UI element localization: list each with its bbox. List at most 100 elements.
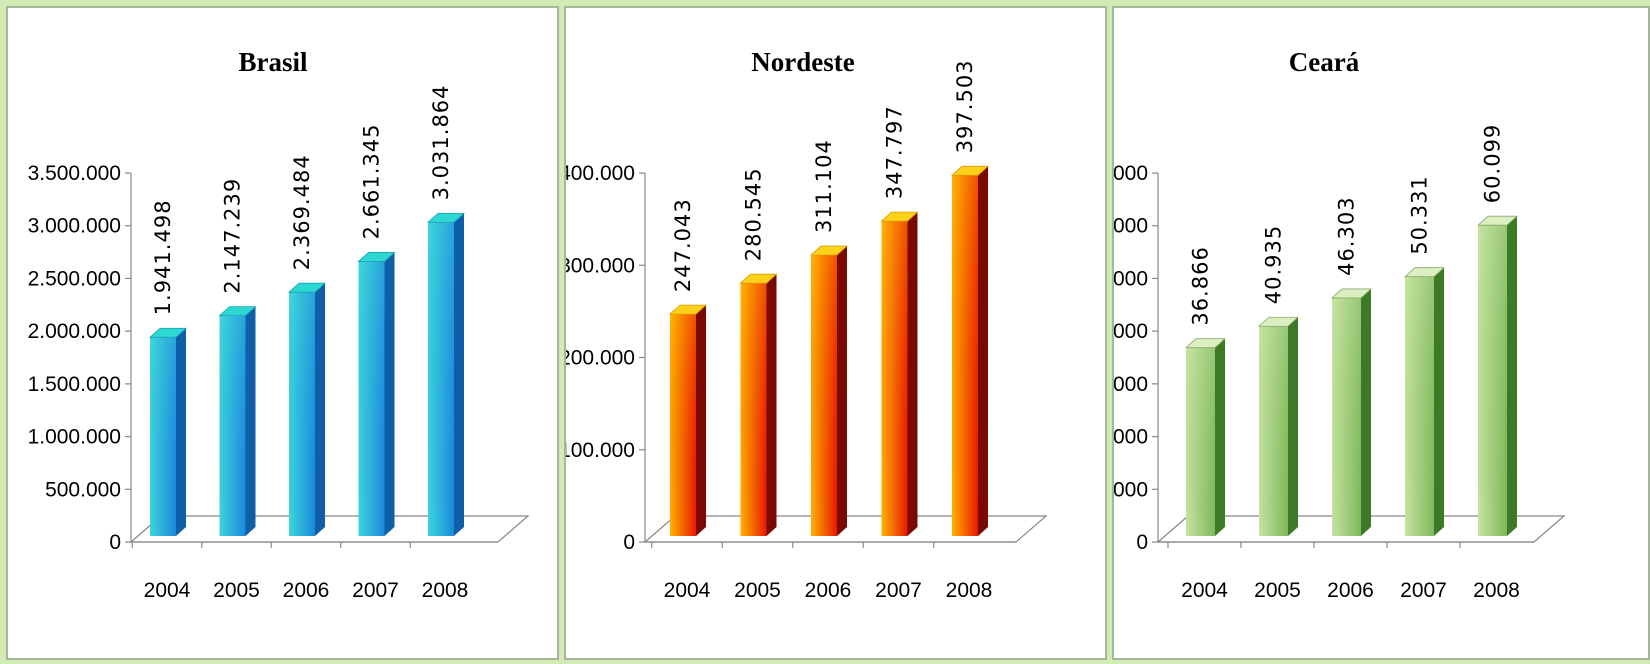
y-tick-label: 200.000 xyxy=(566,347,635,370)
bar-side-face xyxy=(1215,338,1225,536)
bar-top-face xyxy=(1403,267,1446,278)
data-label-2007: 347.797 xyxy=(883,105,907,199)
bar-2005 xyxy=(1257,316,1300,536)
x-tick-label: 2005 xyxy=(1254,579,1301,602)
y-tick-label: 500.000 xyxy=(45,478,121,501)
bar-2005 xyxy=(218,306,257,536)
bar-front-shine xyxy=(811,255,837,536)
bar-2004 xyxy=(1184,338,1227,536)
x-tick-label: 2006 xyxy=(805,579,852,602)
x-tick-label: 2004 xyxy=(144,579,191,602)
bar-side-face xyxy=(245,306,256,536)
bar-2008 xyxy=(1476,215,1519,536)
bar-front-shine xyxy=(1405,276,1434,536)
bar-top-face xyxy=(739,273,778,284)
chart-panel-nordeste: Nordeste 0 100.000 200.000 300.000 400.000 247… xyxy=(564,6,1107,660)
bar-front-shine xyxy=(952,175,978,537)
bar-front-shine xyxy=(150,337,176,536)
bar-side-face xyxy=(766,274,777,536)
bar-top-face xyxy=(218,306,257,317)
y-tick-label: 1.500.000 xyxy=(28,373,121,396)
chart-panel-ceara: Ceará 0 10.000 20.000 30.000 40.000 50.000 60.0… xyxy=(1112,6,1650,660)
y-tick-label: 300.000 xyxy=(566,254,635,277)
bar-side-face xyxy=(384,252,395,536)
x-tick-label: 2008 xyxy=(422,579,469,602)
data-label-2004: 36.866 xyxy=(1189,246,1213,325)
y-tick-label: 2.000.000 xyxy=(28,320,121,343)
data-label-2006: 2.369.484 xyxy=(290,154,314,270)
x-tick-label: 2006 xyxy=(1327,579,1374,602)
bar-2005 xyxy=(739,273,778,536)
bar-2006 xyxy=(1330,288,1373,536)
y-tick-label: 0 xyxy=(109,531,121,554)
x-tick-label: 2004 xyxy=(1181,579,1228,602)
bar-side-face xyxy=(978,166,988,537)
bar-top-face xyxy=(880,211,919,222)
y-tick-label: 20.000 xyxy=(1114,426,1148,449)
bar-front-shine xyxy=(1478,225,1507,536)
bar-side-face xyxy=(837,246,847,536)
bar-top-face xyxy=(1330,288,1373,299)
bar-chart-ceara: Ceará 0 10.000 20.000 30.000 40.000 50.000 60.0… xyxy=(1114,47,1566,602)
chart-title-ceara: Ceará xyxy=(1289,47,1360,77)
x-tick-label: 2007 xyxy=(1400,579,1447,602)
y-tick-label: 2.500.000 xyxy=(28,267,121,290)
y-tick-label: 1.000.000 xyxy=(28,426,121,449)
bar-front-shine xyxy=(428,222,454,536)
data-label-2005: 40.935 xyxy=(1262,225,1286,304)
bar-side-face xyxy=(315,283,325,536)
bar-2007 xyxy=(880,211,919,536)
data-label-2006: 46.303 xyxy=(1335,196,1359,275)
y-tick-label: 60.000 xyxy=(1114,215,1148,238)
chart-title-nordeste: Nordeste xyxy=(751,47,854,77)
data-label-2006: 311.104 xyxy=(812,139,836,233)
bar-front-shine xyxy=(670,314,696,536)
data-label-2007: 2.661.345 xyxy=(360,124,384,240)
bar-2007 xyxy=(1403,267,1446,536)
y-tick-label: 40.000 xyxy=(1114,320,1148,343)
data-label-2004: 247.043 xyxy=(671,198,695,292)
bar-top-face xyxy=(950,165,990,176)
bar-front-shine xyxy=(1259,326,1288,536)
chart-panel-brasil: Brasil 0 500.000 1.000.000 1.500.000 2.000.00… xyxy=(6,6,559,660)
x-tick-label: 2008 xyxy=(1473,579,1520,602)
bar-2004 xyxy=(668,304,708,536)
y-tick-label: 100.000 xyxy=(566,439,635,462)
x-tick-label: 2007 xyxy=(352,579,399,602)
y-tick-label: 70.000 xyxy=(1114,162,1148,185)
y-tick-label: 30.000 xyxy=(1114,373,1148,396)
bar-top-face xyxy=(148,327,188,338)
x-tick-label: 2008 xyxy=(946,579,993,602)
bar-front-shine xyxy=(1186,347,1215,536)
bar-side-face xyxy=(907,212,918,536)
bar-top-face xyxy=(1476,215,1519,226)
x-tick-label: 2005 xyxy=(213,579,260,602)
bar-top-face xyxy=(357,252,396,262)
bar-2007 xyxy=(357,252,396,536)
bar-2008 xyxy=(426,212,466,536)
bar-top-face xyxy=(426,212,466,223)
y-tick-label: 50.000 xyxy=(1114,267,1148,290)
bar-front-shine xyxy=(881,221,908,536)
bar-top-face xyxy=(809,245,849,256)
bar-front-shine xyxy=(740,283,767,536)
chart-title-brasil: Brasil xyxy=(238,47,308,77)
x-tick-label: 2005 xyxy=(734,579,781,602)
bar-top-face xyxy=(668,304,708,315)
data-label-2005: 280.545 xyxy=(742,167,766,261)
bar-side-face xyxy=(696,305,706,536)
bar-chart-brasil: Brasil 0 500.000 1.000.000 1.500.000 2.000.00… xyxy=(28,47,530,602)
bar-top-face xyxy=(1257,316,1300,327)
x-tick-label: 2007 xyxy=(875,579,922,602)
bar-2006 xyxy=(809,245,849,536)
data-label-2008: 60.099 xyxy=(1481,124,1505,203)
bar-chart-nordeste: Nordeste 0 100.000 200.000 300.000 400.000 247… xyxy=(566,47,1048,602)
bar-side-face xyxy=(1288,317,1298,536)
bar-front-shine xyxy=(289,292,315,536)
data-label-2005: 2.147.239 xyxy=(221,178,245,294)
chart-floor xyxy=(129,515,530,543)
bar-side-face xyxy=(176,328,186,536)
bar-2004 xyxy=(148,327,188,536)
bar-front-shine xyxy=(358,261,385,536)
x-tick-label: 2004 xyxy=(664,579,711,602)
